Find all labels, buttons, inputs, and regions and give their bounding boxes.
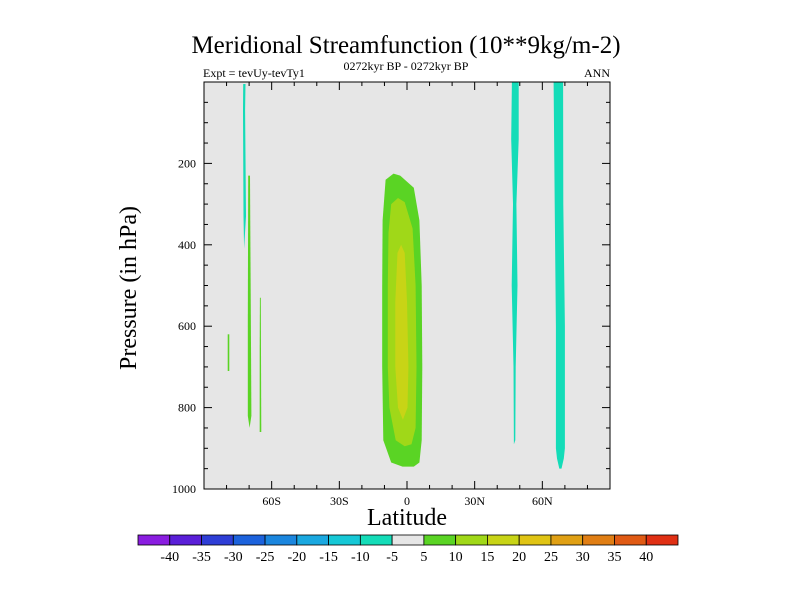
contour-region-level-15 <box>395 244 409 420</box>
colorbar-swatch <box>296 534 329 546</box>
y-tick-label: 400 <box>178 238 196 252</box>
chart-subtitle-right: ANN <box>584 66 610 80</box>
x-tick-label: 60N <box>532 494 553 508</box>
colorbar-swatch <box>582 534 615 546</box>
chart-title: Meridional Streamfunction (10**9kg/m-2) <box>191 32 620 59</box>
colorbar-label: 5 <box>420 550 427 565</box>
colorbar-label: 20 <box>512 550 526 565</box>
colorbar-swatch <box>232 534 266 546</box>
contour-region-level--5 <box>243 84 246 249</box>
colorbar-label: 30 <box>576 550 590 565</box>
colorbar-swatch <box>455 534 488 546</box>
contour-region-level-5 <box>247 175 252 428</box>
colorbar-label: -10 <box>351 550 370 565</box>
y-tick-label: 600 <box>178 319 196 333</box>
colorbar-swatch <box>391 534 425 546</box>
colorbar-swatch <box>423 534 457 546</box>
colorbar-swatch <box>328 534 361 546</box>
y-axis-label: Pressure (in hPa) <box>116 206 142 370</box>
contour-region-level-5 <box>259 297 262 432</box>
colorbar-swatch <box>518 534 552 546</box>
axis-ticks: 60S 30S 0 30N 60N 200 400 600 800 1000 <box>172 82 610 508</box>
chart-subtitle-center: 0272kyr BP - 0272kyr BP <box>344 59 469 73</box>
colorbar-label: 25 <box>544 550 558 565</box>
x-tick-label: 30N <box>464 494 485 508</box>
colorbar-label: 35 <box>607 550 621 565</box>
colorbar-label: -35 <box>192 550 211 565</box>
colorbar-swatch <box>645 534 679 546</box>
y-tick-label: 200 <box>178 156 196 170</box>
colorbar-swatch <box>169 534 202 546</box>
x-axis-label: Latitude <box>367 505 447 531</box>
x-tick-label: 30S <box>330 494 349 508</box>
colorbar-swatch <box>550 534 584 546</box>
x-tick-label: 60S <box>262 494 281 508</box>
colorbar-swatch <box>614 534 647 546</box>
colorbar-label: -40 <box>160 550 179 565</box>
contour-region-level--5 <box>553 82 565 469</box>
contour-region-level-5 <box>227 334 230 371</box>
contour-regions <box>227 82 565 469</box>
colorbar-swatch <box>487 534 520 546</box>
colorbar-swatch <box>359 534 393 546</box>
colorbar-label: 40 <box>639 550 653 565</box>
contour-region-level--5 <box>511 82 519 445</box>
x-tick-label: 0 <box>404 494 410 508</box>
colorbar: -40 -35 -30 -25 -20 -15 -10 -5 5 10 15 20 25 30 35 40 <box>137 534 679 565</box>
colorbar-label: -15 <box>319 550 338 565</box>
chart-subtitle-left: Expt = tevUy-tevTy1 <box>203 66 305 80</box>
colorbar-swatch <box>201 534 234 546</box>
y-tick-label: 800 <box>178 401 196 415</box>
y-tick-label: 1000 <box>172 482 196 496</box>
colorbar-swatch <box>264 534 298 546</box>
colorbar-label: -20 <box>287 550 306 565</box>
colorbar-label: -30 <box>224 550 243 565</box>
colorbar-label: -5 <box>386 550 398 565</box>
colorbar-label: 10 <box>449 550 463 565</box>
colorbar-label: 15 <box>480 550 494 565</box>
colorbar-swatch <box>137 534 171 546</box>
colorbar-label: -25 <box>256 550 275 565</box>
